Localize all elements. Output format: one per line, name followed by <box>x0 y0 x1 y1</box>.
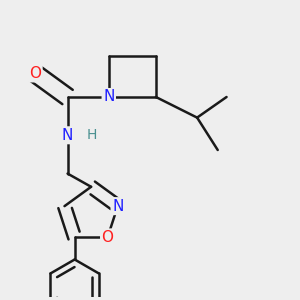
Text: O: O <box>102 230 114 245</box>
Text: N: N <box>103 89 115 104</box>
Text: H: H <box>87 128 97 142</box>
Text: O: O <box>29 66 41 81</box>
Text: N: N <box>62 128 73 143</box>
Text: N: N <box>112 199 123 214</box>
